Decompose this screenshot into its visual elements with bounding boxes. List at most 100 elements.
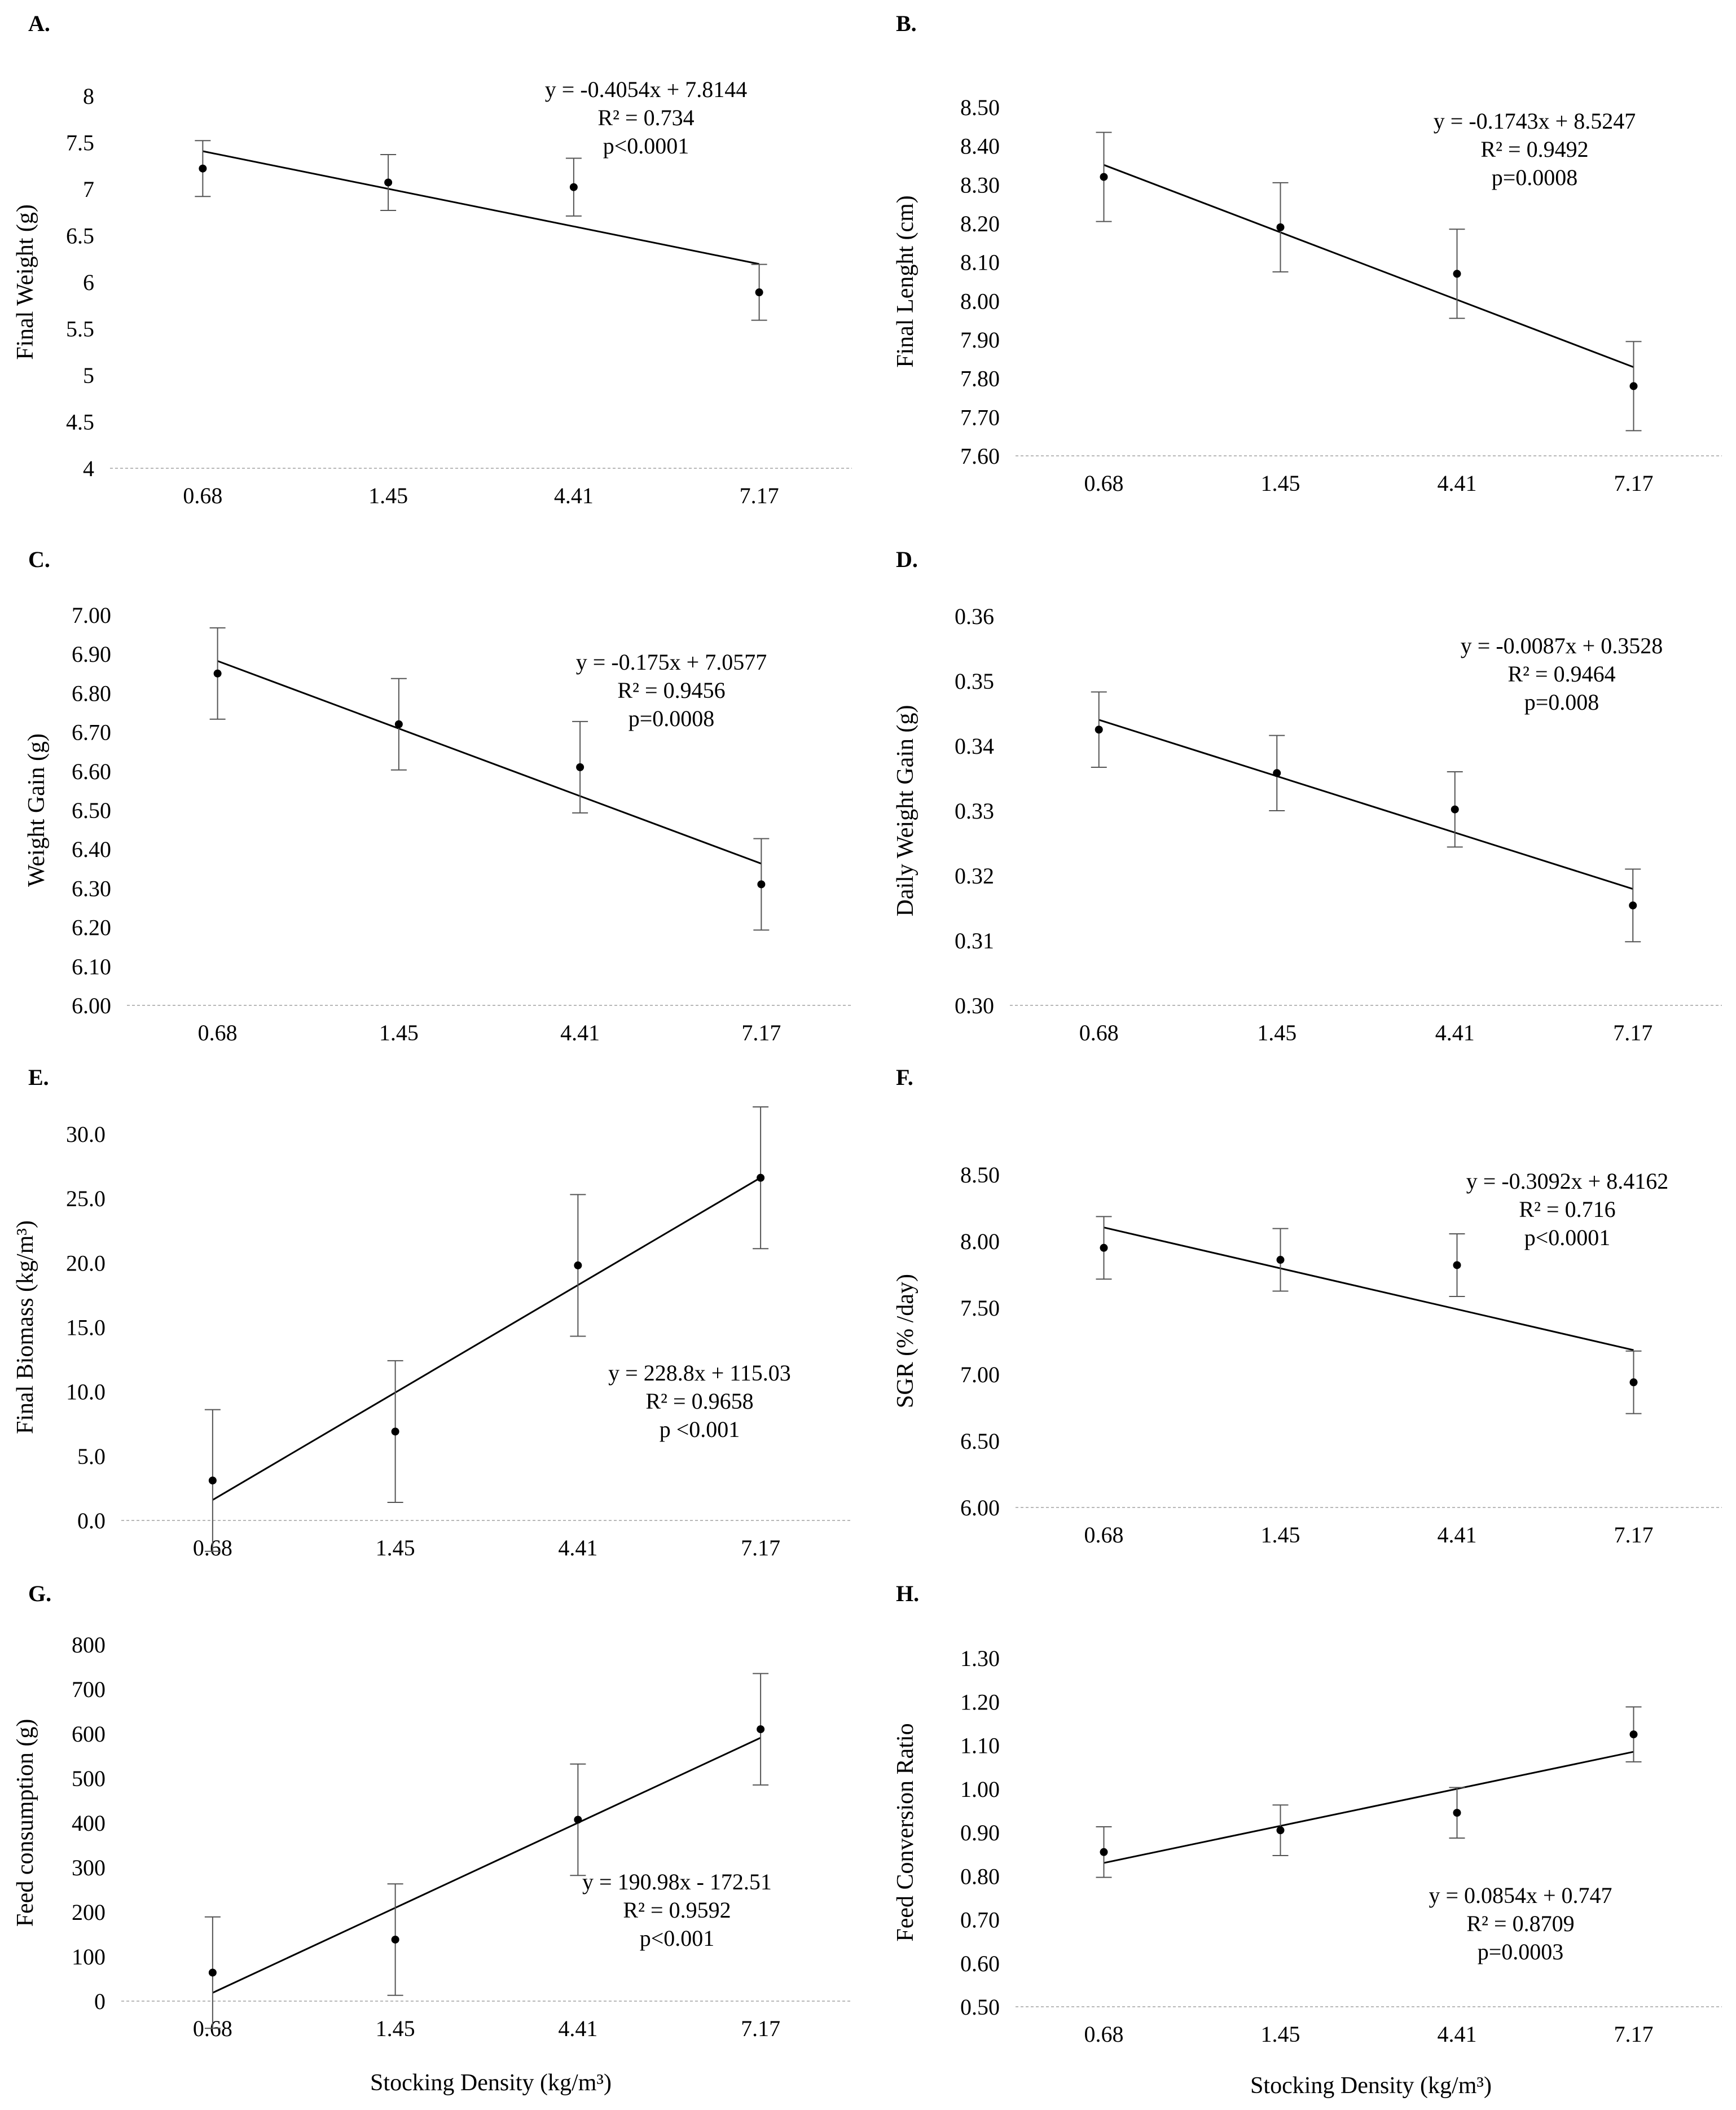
data-point	[1629, 382, 1638, 390]
y-tick-label: 6.70	[72, 720, 111, 745]
trend-line	[212, 1737, 761, 1994]
x-tick-label: 7.17	[1614, 471, 1654, 496]
y-tick-label: 0.60	[960, 1951, 1000, 1976]
data-point	[384, 178, 393, 187]
equation-line: y = -0.4054x + 7.8144	[545, 77, 747, 102]
x-tick-label: 0.68	[183, 483, 222, 508]
data-point	[1453, 1809, 1461, 1817]
y-tick-label: 8	[83, 83, 94, 109]
x-tick-label: 4.41	[554, 483, 594, 508]
equation-line: y = 0.0854x + 0.747	[1429, 1883, 1612, 1908]
y-tick-label: 0.31	[955, 928, 994, 953]
y-tick-label: 0.32	[955, 863, 994, 889]
equation-line: y = -0.0087x + 0.3528	[1461, 633, 1663, 658]
data-point	[1629, 901, 1637, 909]
x-tick-label: 0.68	[1084, 471, 1124, 496]
r-squared-line: R² = 0.9592	[623, 1897, 731, 1923]
y-tick-label: 7.00	[72, 603, 111, 628]
x-tick-label: 1.45	[376, 1535, 415, 1560]
x-tick-label: 4.41	[558, 1535, 597, 1560]
panel-label: G.	[28, 1581, 51, 1606]
r-squared-line: R² = 0.9464	[1508, 661, 1615, 687]
equation-line: y = -0.3092x + 8.4162	[1466, 1168, 1668, 1194]
y-tick-label: 300	[72, 1855, 106, 1880]
y-axis-title: Feed consumption (g)	[12, 1719, 38, 1927]
equation-line: y = -0.1743x + 8.5247	[1434, 108, 1636, 134]
y-tick-label: 5.5	[66, 316, 94, 342]
y-tick-label: 8.50	[960, 1162, 1000, 1188]
data-point	[1453, 1261, 1461, 1269]
y-tick-label: 0.80	[960, 1863, 1000, 1889]
y-axis-title: Final Lenght (cm)	[893, 195, 918, 368]
x-tick-label: 4.41	[1438, 2021, 1477, 2047]
r-squared-line: R² = 0.9658	[645, 1388, 753, 1414]
x-tick-label: 7.17	[741, 2016, 780, 2041]
x-tick-label: 1.45	[379, 1020, 419, 1045]
panel-b: B. Final Lenght (cm) 7.60 7.70 7.80 7.90 8.0…	[893, 11, 1722, 496]
data-point	[394, 720, 403, 728]
y-tick-label: 7.50	[960, 1295, 1000, 1321]
data-point	[1276, 223, 1285, 231]
y-tick-label: 4	[83, 456, 94, 481]
p-value-line: p <0.001	[660, 1417, 740, 1442]
x-tick-label: 4.41	[1435, 1020, 1475, 1045]
y-tick-label: 1.10	[960, 1733, 1000, 1759]
r-squared-line: R² = 0.8709	[1466, 1911, 1574, 1936]
p-value-line: p<0.001	[640, 1926, 715, 1951]
data-point	[1276, 1256, 1285, 1264]
data-point	[574, 1261, 582, 1269]
y-tick-label: 0.33	[955, 798, 994, 824]
panel-label: B.	[896, 11, 917, 36]
data-point	[757, 1173, 765, 1182]
y-tick-label: 7.70	[960, 405, 1000, 430]
panel-e: E. Final Biomass (kg/m³) 0.0 5.0 10.0 15.0 2…	[12, 1065, 852, 1560]
y-tick-label: 8.30	[960, 172, 1000, 197]
p-value-line: p=0.008	[1524, 689, 1599, 715]
data-point	[574, 1816, 582, 1824]
y-tick-label: 0.0	[77, 1508, 106, 1533]
y-tick-label: 8.10	[960, 250, 1000, 275]
y-tick-label: 7.5	[66, 130, 94, 156]
x-tick-label: 0.68	[1084, 1522, 1124, 1548]
y-tick-label: 6.90	[72, 641, 111, 667]
data-point	[1100, 1848, 1108, 1856]
data-point	[1095, 726, 1103, 734]
data-point	[391, 1935, 399, 1944]
trend-line	[203, 150, 759, 265]
panel-c: C. Weight Gain (g) 6.00 6.10 6.20 6.30 6.40 6…	[24, 547, 852, 1045]
panel-a: A. Final Weight (g) 4 4.5 5 5.5 6 6.5 7 7.5 8 0.…	[12, 11, 852, 508]
y-tick-label: 15.0	[66, 1315, 106, 1340]
y-tick-label: 6.00	[72, 993, 111, 1018]
y-tick-label: 400	[72, 1810, 106, 1836]
y-tick-label: 1.30	[960, 1646, 1000, 1671]
data-point	[1629, 1378, 1638, 1387]
data-point	[1276, 1826, 1285, 1835]
p-value-line: p<0.0001	[1524, 1225, 1611, 1250]
x-tick-label: 4.41	[1438, 471, 1477, 496]
panel-label: H.	[896, 1581, 919, 1606]
data-point	[1100, 173, 1108, 181]
y-tick-label: 600	[72, 1721, 106, 1747]
y-tick-label: 6.60	[72, 759, 111, 784]
y-tick-label: 6.80	[72, 680, 111, 706]
y-tick-label: 8.00	[960, 1229, 1000, 1254]
y-tick-label: 7.80	[960, 366, 1000, 392]
x-tick-label: 1.45	[1261, 471, 1300, 496]
y-axis-title: Feed Conversion Ratio	[893, 1723, 918, 1941]
r-squared-line: R² = 0.734	[597, 105, 694, 130]
data-point	[757, 880, 766, 889]
data-point	[569, 183, 578, 191]
panel-label: A.	[28, 11, 50, 36]
x-tick-label: 1.45	[368, 483, 408, 508]
y-tick-label: 6.10	[72, 954, 111, 979]
data-point	[576, 763, 584, 771]
equation-line: y = 228.8x + 115.03	[608, 1360, 791, 1386]
x-tick-label: 4.41	[558, 2016, 597, 2041]
y-tick-label: 0.35	[955, 669, 994, 694]
data-point	[208, 1476, 217, 1485]
r-squared-line: R² = 0.9456	[617, 678, 725, 703]
data-point	[755, 288, 763, 297]
p-value-line: p=0.0008	[1492, 165, 1578, 190]
trend-line	[217, 660, 762, 865]
